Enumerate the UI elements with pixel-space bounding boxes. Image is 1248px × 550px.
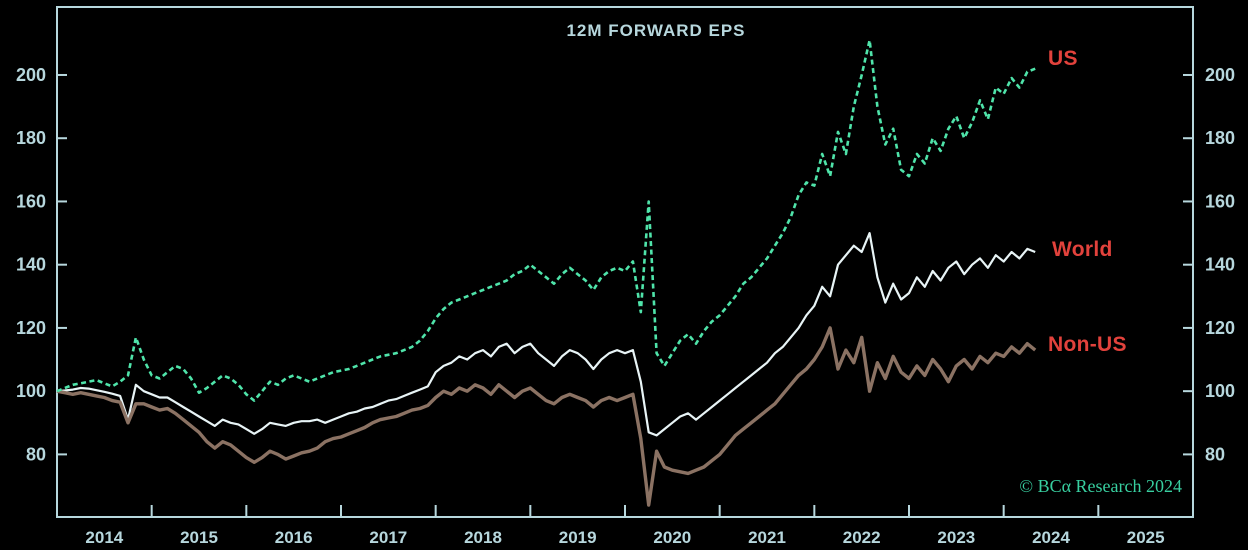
x-axis-year-label: 2021 — [748, 528, 786, 547]
x-axis-year-label: 2020 — [653, 528, 691, 547]
x-axis-year-label: 2016 — [275, 528, 313, 547]
y-axis-label-right: 180 — [1205, 128, 1235, 148]
series-label-nonus: Non-US — [1048, 333, 1127, 356]
y-axis-label-right: 100 — [1205, 381, 1235, 401]
x-axis-year-label: 2025 — [1127, 528, 1165, 547]
y-axis-label-right: 80 — [1205, 444, 1225, 464]
y-axis-label-right: 140 — [1205, 255, 1235, 275]
y-axis-label-left: 140 — [16, 255, 46, 275]
x-axis-year-label: 2018 — [464, 528, 502, 547]
y-axis-label-right: 200 — [1205, 65, 1235, 85]
y-axis-label-left: 160 — [16, 191, 46, 211]
series-line-world — [56, 232, 1036, 437]
x-axis-year-label: 2014 — [85, 528, 123, 547]
chart-title: 12M FORWARD EPS — [566, 21, 746, 40]
y-axis-label-left: 100 — [16, 381, 46, 401]
y-axis-label-left: 80 — [26, 444, 46, 464]
y-axis-label-left: 120 — [16, 318, 46, 338]
series-label-world: World — [1052, 238, 1113, 261]
y-axis-label-right: 120 — [1205, 318, 1235, 338]
y-axis-label-left: 180 — [16, 128, 46, 148]
x-axis-year-label: 2017 — [369, 528, 407, 547]
x-axis-year-label: 2023 — [937, 528, 975, 547]
x-axis-year-label: 2022 — [843, 528, 881, 547]
series-label-us: US — [1048, 47, 1078, 70]
x-axis-year-label: 2019 — [559, 528, 597, 547]
series-line-non-us — [56, 326, 1037, 507]
copyright-notice: © BCα Research 2024 — [1019, 476, 1182, 496]
y-axis-label-left: 200 — [16, 65, 46, 85]
series-line-us — [56, 38, 1036, 402]
x-axis-year-label: 2024 — [1032, 528, 1070, 547]
y-axis-label-right: 160 — [1205, 191, 1235, 211]
x-axis-year-label: 2015 — [180, 528, 218, 547]
